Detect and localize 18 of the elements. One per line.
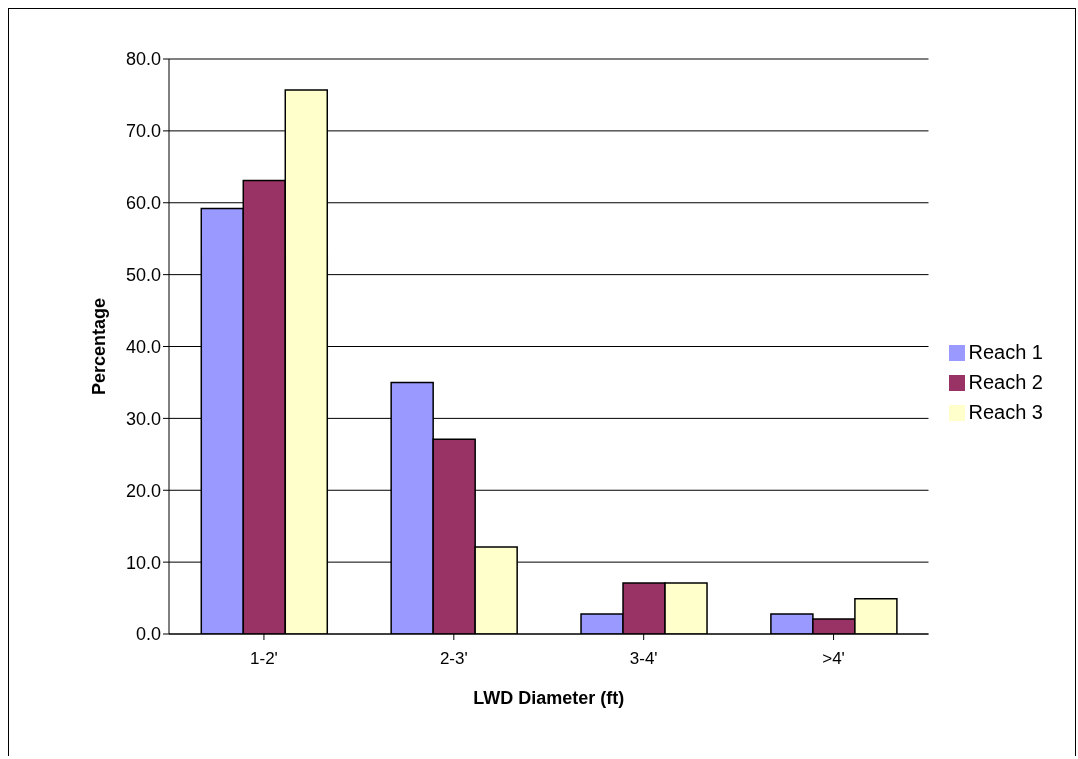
y-tick-label: 50.0 [125, 265, 161, 286]
y-tick-label: 0.0 [135, 624, 161, 645]
legend-label: Reach 2 [968, 370, 1043, 393]
y-tick-label: 20.0 [125, 480, 161, 501]
x-tick-label: 2-3' [439, 649, 468, 669]
legend-label: Reach 1 [968, 340, 1043, 363]
y-tick-label: 70.0 [125, 121, 161, 142]
legend-label: Reach 3 [968, 400, 1043, 423]
y-tick-label: 30.0 [125, 408, 161, 429]
y-tick-label: 80.0 [125, 49, 161, 70]
x-tick-label: >4' [822, 649, 845, 669]
x-tick-label: 1-2' [250, 649, 278, 669]
y-tick-label: 60.0 [125, 193, 161, 214]
x-tick-label: 3-4' [629, 649, 658, 669]
y-tick-label: 10.0 [125, 552, 161, 573]
y-tick-label: 40.0 [125, 336, 161, 357]
x-axis-title: LWD Diameter (ft) [473, 688, 625, 708]
y-axis-title: Percentage [89, 297, 110, 396]
